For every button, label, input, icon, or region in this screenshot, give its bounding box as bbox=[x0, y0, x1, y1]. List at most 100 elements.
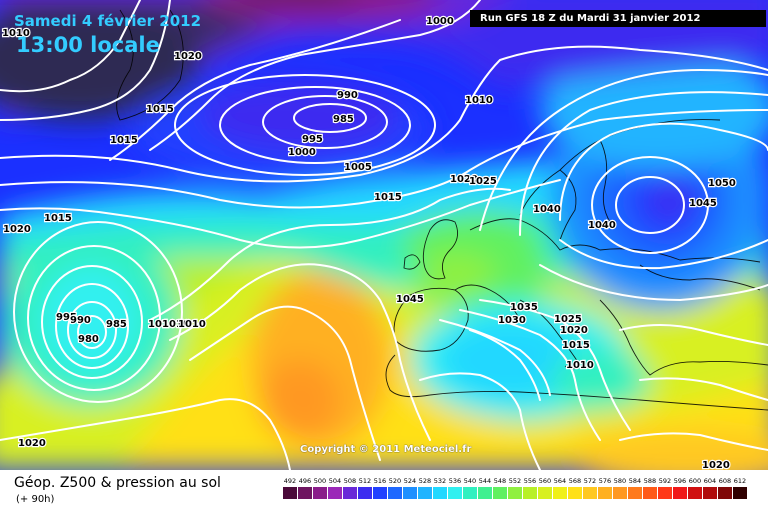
isobar-label: 1020 bbox=[702, 460, 730, 470]
legend-swatch-548 bbox=[493, 487, 507, 499]
legend-swatch-528 bbox=[418, 487, 432, 499]
legend-swatch-552 bbox=[508, 487, 522, 499]
legend-value-592: 592 bbox=[659, 477, 671, 485]
isobar-label: 1050 bbox=[708, 178, 736, 189]
isobar-label: 985 bbox=[333, 114, 354, 125]
legend-value-608: 608 bbox=[719, 477, 731, 485]
legend-value-604: 604 bbox=[704, 477, 716, 485]
isobar-label: 995 bbox=[302, 134, 323, 145]
isobar-label: 1040 bbox=[588, 220, 616, 231]
legend-swatch-584 bbox=[628, 487, 642, 499]
isobar-label: 995 bbox=[56, 312, 77, 323]
legend-swatch-588 bbox=[643, 487, 657, 499]
coastlines bbox=[116, 9, 768, 411]
legend-value-536: 536 bbox=[449, 477, 461, 485]
color-legend: 492 496 500 504 508 512 516 520 524 528 532 536 540 5… bbox=[283, 477, 747, 499]
legend-value-572: 572 bbox=[584, 477, 596, 485]
legend-value-548: 548 bbox=[494, 477, 506, 485]
legend-value-492: 492 bbox=[284, 477, 296, 485]
legend-swatch-608 bbox=[718, 487, 732, 499]
legend-value-576: 576 bbox=[599, 477, 611, 485]
isobar-label: 1010 bbox=[162, 319, 190, 330]
legend-swatch-544 bbox=[478, 487, 492, 499]
isobar-label: 980 bbox=[78, 334, 99, 345]
isobar-label: 1020 bbox=[18, 438, 46, 449]
forecast-date: Samedi 4 février 2012 bbox=[14, 12, 202, 30]
isobar-label: 1010 bbox=[148, 319, 176, 330]
legend-swatch-572 bbox=[583, 487, 597, 499]
isobar-label: 1045 bbox=[689, 198, 717, 209]
legend-value-540: 540 bbox=[464, 477, 476, 485]
isobar-label: 990 bbox=[337, 90, 358, 101]
isobar-label: 1005 bbox=[344, 162, 372, 173]
isobar-label: 1010 bbox=[465, 95, 493, 106]
isobar-label: 1010 bbox=[2, 28, 30, 39]
legend-value-580: 580 bbox=[614, 477, 626, 485]
legend-value-500: 500 bbox=[314, 477, 326, 485]
legend-value-552: 552 bbox=[509, 477, 521, 485]
isobar-label: 1015 bbox=[374, 192, 402, 203]
legend-swatch-612 bbox=[733, 487, 747, 499]
isobar-label: 1025 bbox=[554, 314, 582, 325]
parameter-label: Géop. Z500 & pression au sol bbox=[14, 475, 221, 491]
legend-swatch-512 bbox=[358, 487, 372, 499]
legend-swatch-600 bbox=[688, 487, 702, 499]
isobar-label: 1020 bbox=[560, 325, 588, 336]
legend-swatch-540 bbox=[463, 487, 477, 499]
legend-value-584: 584 bbox=[629, 477, 641, 485]
legend-swatch-536 bbox=[448, 487, 462, 499]
legend-swatch-604 bbox=[703, 487, 717, 499]
legend-swatch-532 bbox=[433, 487, 447, 499]
legend-value-588: 588 bbox=[644, 477, 656, 485]
legend-value-516: 516 bbox=[374, 477, 386, 485]
legend-value-512: 512 bbox=[359, 477, 371, 485]
legend-swatch-524 bbox=[403, 487, 417, 499]
isobar-label: 1030 bbox=[498, 315, 526, 326]
isobar-label: 1040 bbox=[533, 204, 561, 215]
legend-value-520: 520 bbox=[389, 477, 401, 485]
forecast-time: 13:00 locale bbox=[16, 33, 160, 57]
legend-swatch-500 bbox=[313, 487, 327, 499]
isobar-label: 990 bbox=[70, 315, 91, 326]
legend-value-564: 564 bbox=[554, 477, 566, 485]
isobar-label: 1015 bbox=[146, 104, 174, 115]
legend-value-600: 600 bbox=[689, 477, 701, 485]
copyright-notice: Copyright © 2011 Meteociel.fr bbox=[300, 444, 472, 455]
legend-swatch-556 bbox=[523, 487, 537, 499]
legend-swatch-592 bbox=[658, 487, 672, 499]
isobar-label: 1015 bbox=[562, 340, 590, 351]
legend-value-528: 528 bbox=[419, 477, 431, 485]
legend-swatch-508 bbox=[343, 487, 357, 499]
isobar-label: 1020 bbox=[450, 174, 478, 185]
model-run-label: Run GFS 18 Z du Mardi 31 janvier 2012 bbox=[470, 10, 766, 27]
legend-swatch-564 bbox=[553, 487, 567, 499]
isobar-label: 1045 bbox=[396, 294, 424, 305]
legend-swatch-580 bbox=[613, 487, 627, 499]
legend-value-496: 496 bbox=[299, 477, 311, 485]
legend-value-524: 524 bbox=[404, 477, 416, 485]
legend-value-532: 532 bbox=[434, 477, 446, 485]
legend-swatch-560 bbox=[538, 487, 552, 499]
isobar-label: 1010 bbox=[566, 360, 594, 371]
isobar-label: 1020 bbox=[174, 51, 202, 62]
isobar-label: 1000 bbox=[426, 16, 454, 27]
legend-value-504: 504 bbox=[329, 477, 341, 485]
isobar-label: 1015 bbox=[44, 213, 72, 224]
isobar-label: 1010 bbox=[178, 319, 206, 330]
legend-swatch-516 bbox=[373, 487, 387, 499]
isobar-label: 1035 bbox=[510, 302, 538, 313]
legend-value-556: 556 bbox=[524, 477, 536, 485]
legend-swatch-576 bbox=[598, 487, 612, 499]
weather-map: 1010 1000 1020 990 985 995 1000 1015 101… bbox=[0, 0, 768, 470]
legend-swatch-568 bbox=[568, 487, 582, 499]
legend-value-544: 544 bbox=[479, 477, 491, 485]
isobar-label: 1025 bbox=[469, 176, 497, 187]
legend-value-568: 568 bbox=[569, 477, 581, 485]
isobar-label: 1015 bbox=[110, 135, 138, 146]
isobar-label: 1000 bbox=[288, 147, 316, 158]
legend-swatch-504 bbox=[328, 487, 342, 499]
isobars bbox=[0, 0, 768, 470]
isobar-labels: 1010 1000 1020 990 985 995 1000 1015 101… bbox=[1, 15, 737, 470]
isobar-label: 1020 bbox=[3, 224, 31, 235]
